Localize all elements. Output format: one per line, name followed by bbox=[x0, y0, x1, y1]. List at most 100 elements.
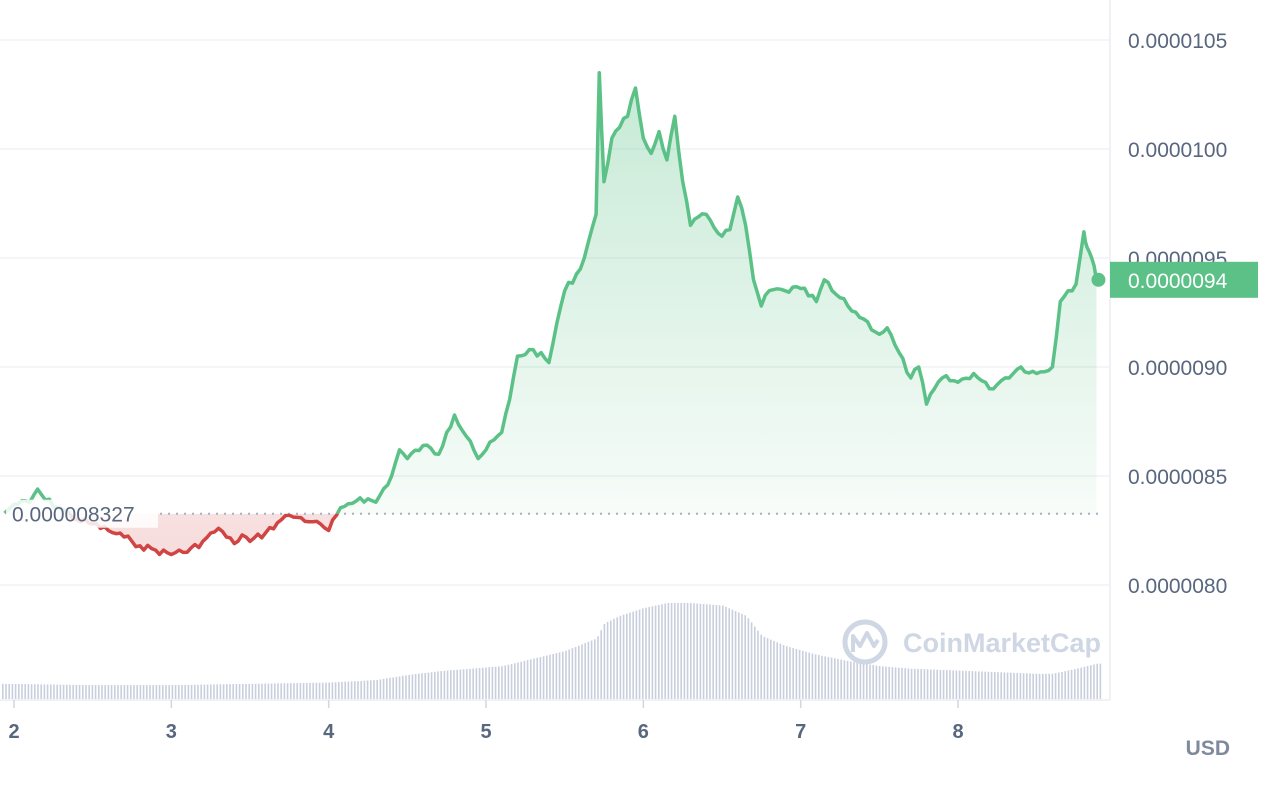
volume-bar bbox=[350, 681, 353, 699]
volume-bar bbox=[341, 681, 343, 699]
volume-bar bbox=[411, 674, 414, 699]
volume-bar bbox=[568, 649, 570, 699]
volume-bar bbox=[782, 645, 785, 699]
volume-bar bbox=[456, 669, 458, 699]
volume-bar bbox=[866, 664, 868, 699]
volume-bar bbox=[635, 610, 638, 699]
volume-bar bbox=[677, 603, 679, 699]
volume-bar bbox=[872, 665, 874, 699]
volume-bar bbox=[734, 611, 737, 699]
volume-bar bbox=[66, 684, 68, 699]
volume-bar bbox=[219, 684, 222, 699]
volume-bar bbox=[318, 682, 321, 699]
volume-bar bbox=[53, 684, 55, 699]
volume-bar bbox=[373, 680, 375, 699]
volume-bar bbox=[78, 684, 81, 699]
volume-bar bbox=[206, 684, 209, 699]
volume-bar bbox=[370, 680, 372, 699]
volume-bar bbox=[622, 614, 625, 699]
volume-bar bbox=[1010, 672, 1012, 699]
volume-bar bbox=[754, 626, 756, 699]
x-tick-label: 8 bbox=[952, 721, 963, 743]
volume-bar bbox=[274, 683, 276, 699]
volume-bar bbox=[491, 667, 494, 699]
volume-bar bbox=[414, 674, 417, 699]
volume-bar bbox=[392, 677, 394, 699]
volume-bar bbox=[1058, 672, 1060, 699]
price-line-up bbox=[3, 70, 1099, 514]
volume-bar bbox=[533, 658, 535, 699]
volume-bar bbox=[856, 662, 858, 699]
volume-bar bbox=[632, 611, 634, 699]
volume-bar bbox=[686, 603, 689, 699]
volume-bar bbox=[440, 671, 442, 699]
currency-unit-label: USD bbox=[1186, 737, 1230, 760]
volume-bar bbox=[1093, 664, 1095, 699]
volume-bar bbox=[552, 654, 554, 699]
volume-bar bbox=[222, 684, 225, 699]
volume-bar bbox=[1038, 673, 1041, 700]
volume-bar bbox=[1080, 667, 1082, 699]
volume-bar bbox=[504, 665, 506, 699]
volume-bar bbox=[693, 603, 695, 699]
volume-bar bbox=[696, 603, 698, 699]
volume-bar bbox=[773, 641, 775, 699]
volume-bar bbox=[1042, 673, 1044, 700]
volume-bar bbox=[338, 682, 340, 699]
volume-bar bbox=[139, 685, 142, 699]
volume-bar bbox=[466, 669, 468, 699]
volume-bar bbox=[133, 685, 135, 699]
volume-bar bbox=[18, 684, 20, 699]
volume-bar bbox=[30, 684, 33, 699]
volume-bar bbox=[482, 667, 484, 699]
baseline-label-text: 0.000008327 bbox=[12, 504, 135, 527]
volume-bar bbox=[971, 671, 974, 699]
volume-bar bbox=[987, 671, 990, 699]
volume-bar bbox=[395, 676, 398, 699]
volume-bar bbox=[949, 670, 951, 699]
volume-bar bbox=[565, 650, 567, 699]
volume-bar bbox=[530, 659, 532, 699]
volume-bar bbox=[1019, 673, 1022, 699]
volume-bar bbox=[910, 668, 913, 699]
volume-bar bbox=[933, 669, 935, 699]
volume-bar bbox=[158, 685, 161, 699]
volume-bar bbox=[1029, 673, 1031, 699]
volume-bar bbox=[667, 603, 670, 699]
volume-bar bbox=[642, 608, 644, 699]
x-tick-label: 7 bbox=[795, 721, 806, 743]
volume-bar bbox=[366, 680, 369, 699]
volume-bar bbox=[488, 667, 490, 699]
volume-bar bbox=[658, 605, 660, 699]
volume-bar bbox=[43, 684, 46, 699]
volume-bar bbox=[437, 671, 439, 699]
volume-bar bbox=[811, 653, 814, 699]
volume-bar bbox=[1026, 673, 1028, 699]
volume-bar bbox=[613, 618, 615, 699]
volume-bar bbox=[706, 604, 708, 699]
volume-bar bbox=[1013, 672, 1015, 699]
volume-bar bbox=[478, 668, 481, 699]
volume-bars bbox=[2, 603, 1102, 700]
volume-bar bbox=[216, 684, 218, 699]
volume-bar bbox=[184, 684, 186, 699]
volume-bar bbox=[821, 655, 823, 699]
volume-bar bbox=[846, 660, 849, 699]
volume-bar bbox=[654, 605, 657, 699]
y-tick-label: 0.0000100 bbox=[1128, 139, 1227, 162]
volume-bar bbox=[1051, 673, 1054, 700]
volume-bar bbox=[952, 670, 954, 699]
volume-bar bbox=[645, 607, 647, 699]
volume-bar bbox=[562, 651, 564, 699]
volume-bar bbox=[1061, 671, 1063, 699]
volume-bar bbox=[962, 670, 964, 699]
volume-bar bbox=[146, 685, 148, 699]
volume-bar bbox=[459, 669, 462, 699]
volume-bar bbox=[571, 648, 574, 699]
volume-bar bbox=[939, 669, 942, 699]
volume-bar bbox=[245, 683, 247, 699]
volume-bar bbox=[574, 647, 577, 699]
volume-bar bbox=[107, 685, 110, 699]
volume-bar bbox=[360, 680, 362, 699]
volume-bar bbox=[507, 664, 510, 699]
